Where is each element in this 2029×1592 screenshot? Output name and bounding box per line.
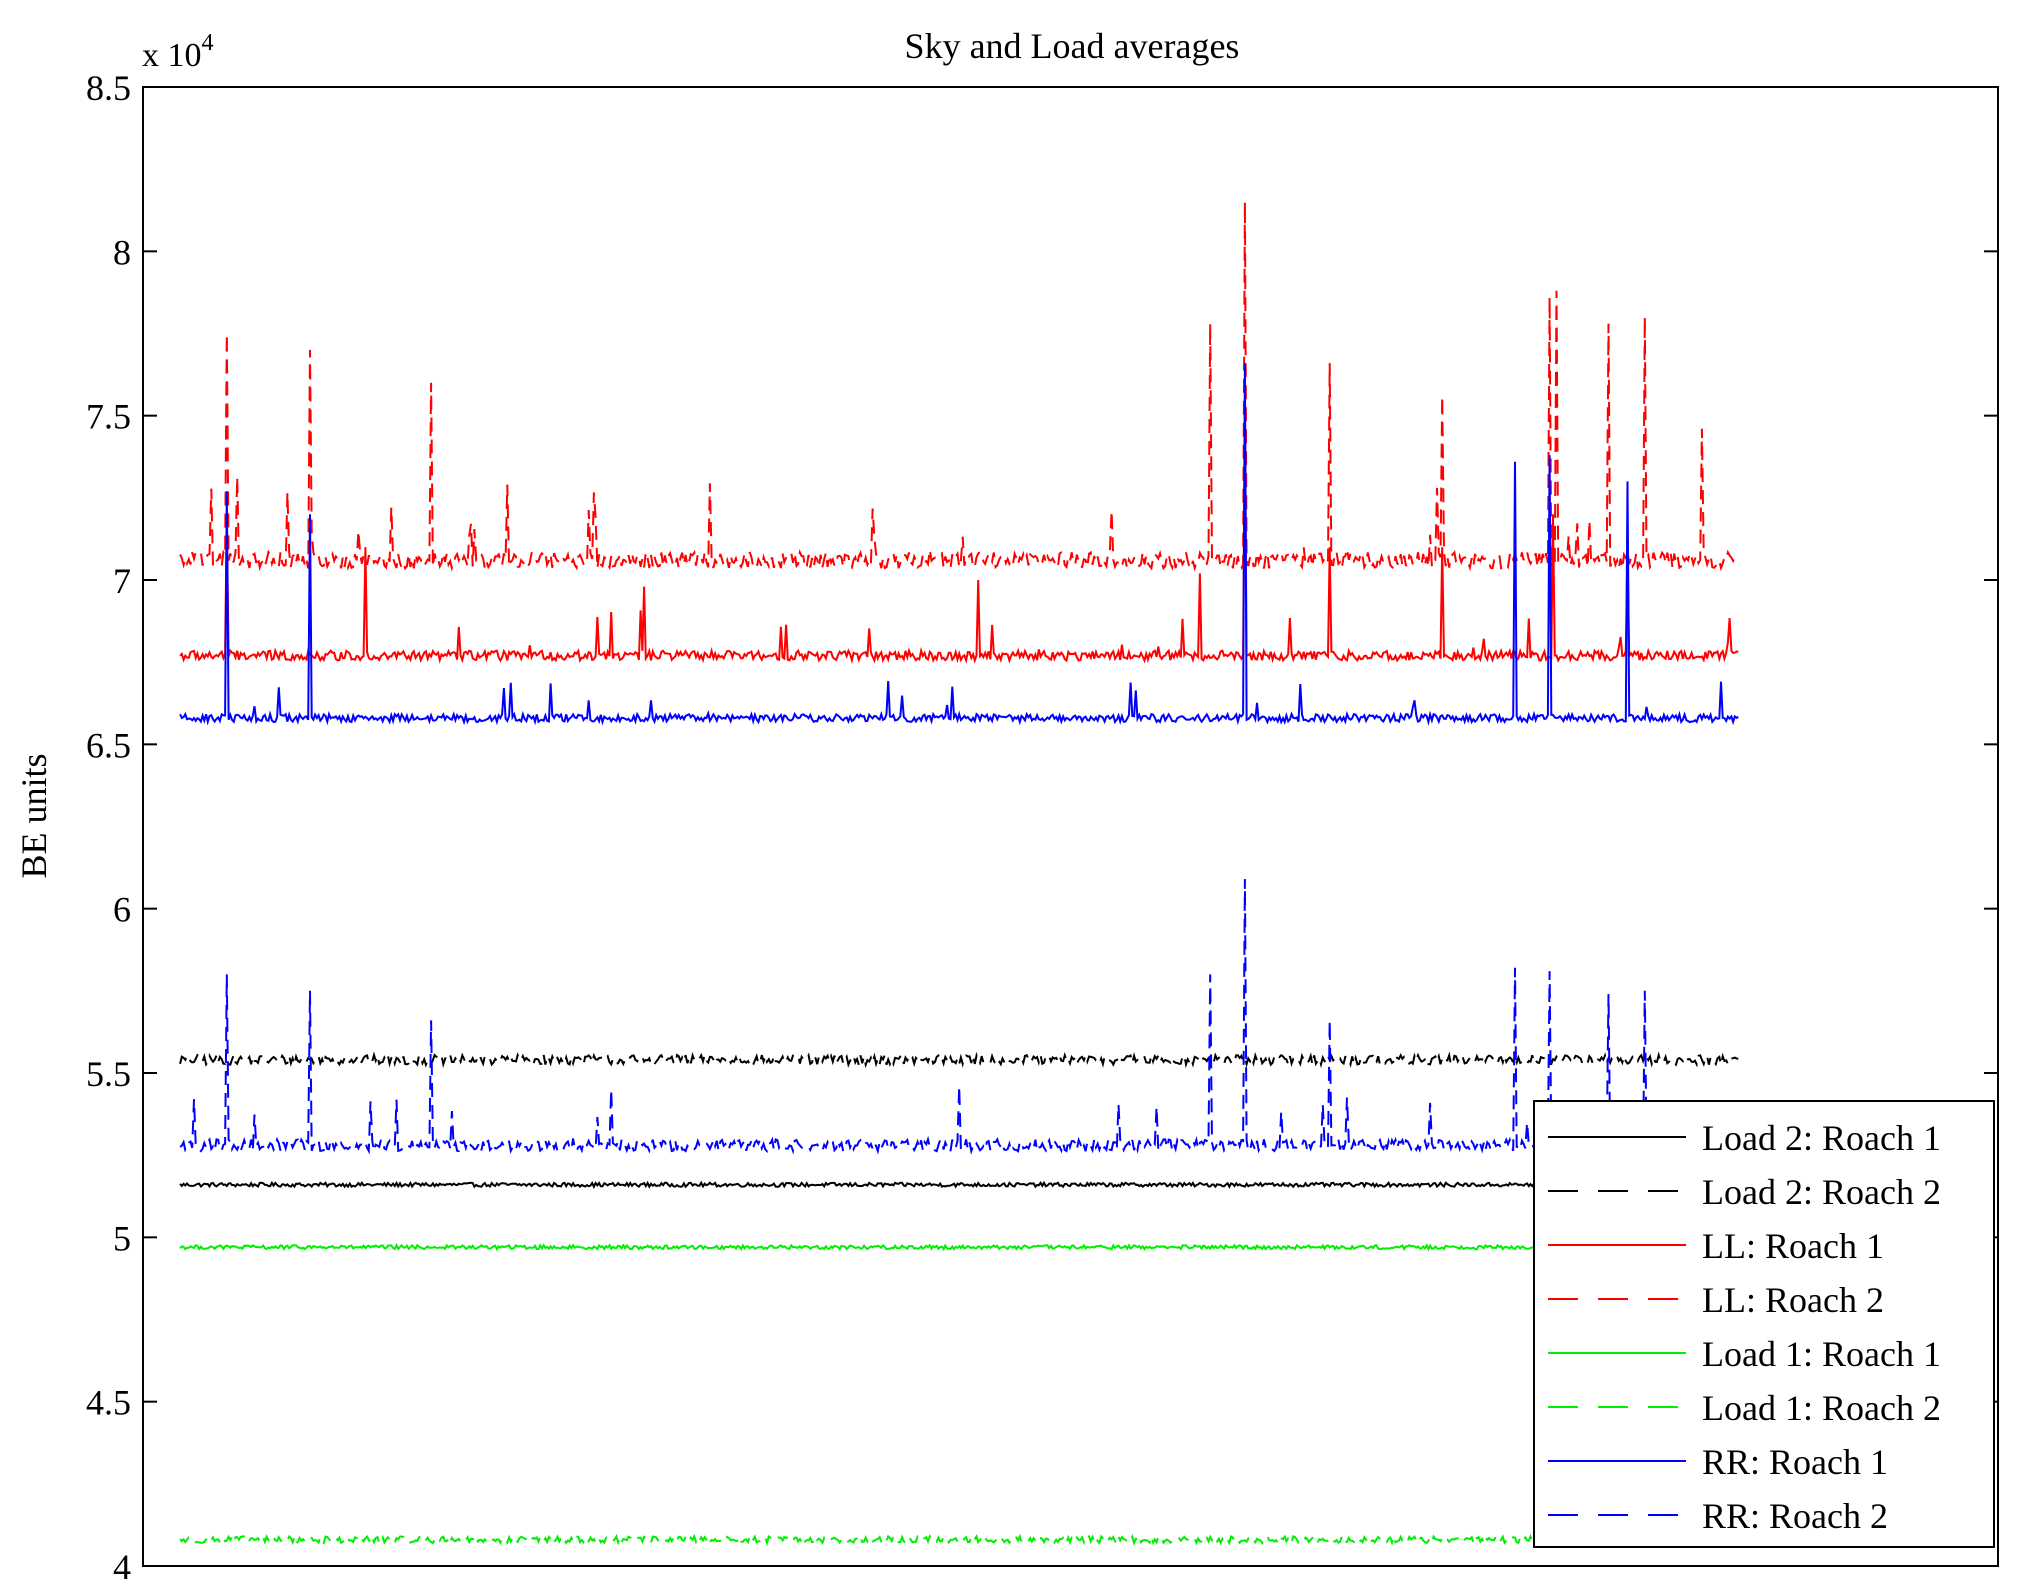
series-line [179, 415, 1739, 665]
legend-label: RR: Roach 2 [1702, 1496, 1888, 1536]
y-tick-label: 5 [113, 1218, 131, 1258]
series-layer [179, 201, 1740, 1547]
legend-item[interactable]: LL: Roach 2 [1548, 1280, 1884, 1320]
legend-item[interactable]: RR: Roach 2 [1548, 1496, 1888, 1536]
series-line [179, 1180, 1740, 1190]
chart-title: Sky and Load averages [905, 26, 1240, 66]
tick-layer: 4 4.5 5 5.5 6 6.5 7 7.5 8 8.5 [86, 68, 1998, 1587]
legend-label: Load 1: Roach 2 [1702, 1388, 1941, 1428]
y-tick-label: 4.5 [86, 1383, 131, 1423]
y-tick-label: 8.5 [86, 68, 131, 108]
legend-label: Load 2: Roach 2 [1702, 1172, 1941, 1212]
legend-item[interactable]: Load 1: Roach 1 [1548, 1334, 1941, 1374]
y-tick-label: 4 [113, 1547, 131, 1587]
y-axis-label: BE units [14, 753, 54, 878]
series-line [179, 1051, 1739, 1069]
y-tick-label: 8 [113, 232, 131, 272]
series-line [179, 363, 1739, 726]
legend-item[interactable]: Load 2: Roach 1 [1548, 1118, 1941, 1158]
series-line [179, 201, 1739, 572]
legend-label: Load 1: Roach 1 [1702, 1334, 1941, 1374]
legend-item[interactable]: Load 1: Roach 2 [1548, 1388, 1941, 1428]
plot-frame [142, 86, 1999, 1567]
y-tick-label: 7.5 [86, 397, 131, 437]
series-line [179, 1242, 1739, 1252]
legend-item[interactable]: Load 2: Roach 2 [1548, 1172, 1941, 1212]
legend-item[interactable]: LL: Roach 1 [1548, 1226, 1884, 1266]
y-tick-label: 6 [113, 890, 131, 930]
legend-items: Load 2: Roach 1 Load 2: Roach 2 LL: Roach … [1548, 1118, 1941, 1536]
legend-box [1533, 1100, 1995, 1548]
legend-label: LL: Roach 1 [1702, 1226, 1884, 1266]
legend-label: LL: Roach 2 [1702, 1280, 1884, 1320]
y-exponent-base: x 10 [142, 37, 202, 74]
legend[interactable]: Load 2: Roach 1 Load 2: Roach 2 LL: Roach … [1533, 1100, 1995, 1548]
y-tick-label: 5.5 [86, 1054, 131, 1094]
legend-label: RR: Roach 1 [1702, 1442, 1888, 1482]
legend-item[interactable]: RR: Roach 1 [1548, 1442, 1888, 1482]
y-tick-label: 6.5 [86, 725, 131, 765]
legend-label: Load 2: Roach 1 [1702, 1118, 1941, 1158]
y-exponent-power: 4 [202, 30, 214, 56]
series-line [179, 1532, 1740, 1547]
y-exponent-label: x 104 [142, 30, 214, 74]
y-tick-label: 7 [113, 561, 131, 601]
